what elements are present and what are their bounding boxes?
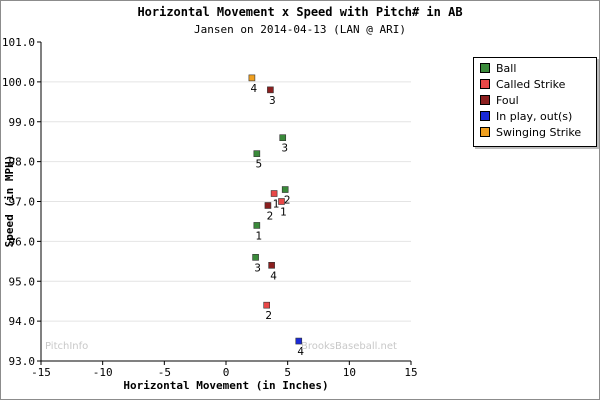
y-axis-label: Speed (in MPH) bbox=[3, 154, 16, 248]
chart-title: Horizontal Movement x Speed with Pitch# … bbox=[137, 5, 463, 19]
y-tick-label: 96.0 bbox=[9, 235, 36, 248]
y-tick-label: 98.0 bbox=[9, 156, 36, 169]
y-tick-label: 93.0 bbox=[9, 355, 36, 368]
data-point bbox=[278, 198, 285, 205]
watermark-left: PitchInfo bbox=[45, 341, 89, 352]
legend-item: Swinging Strike bbox=[480, 126, 581, 140]
y-tick-label: 99.0 bbox=[9, 116, 36, 129]
y-tick-label: 94.0 bbox=[9, 315, 36, 328]
x-tick-label: 15 bbox=[404, 366, 417, 379]
x-tick-label: -15 bbox=[31, 366, 51, 379]
watermark-right: BrooksBaseball.net bbox=[301, 341, 397, 352]
legend-swatch bbox=[480, 127, 490, 137]
legend-label: Ball bbox=[496, 62, 517, 75]
y-tick-label: 101.0 bbox=[2, 36, 35, 49]
chart-subtitle: Jansen on 2014-04-13 (LAN @ ARI) bbox=[194, 23, 406, 36]
x-tick-label: -10 bbox=[93, 366, 113, 379]
legend-swatch bbox=[480, 79, 490, 89]
legend-swatch bbox=[480, 111, 490, 121]
y-tick-label: 95.0 bbox=[9, 275, 36, 288]
pitch-number-label: 2 bbox=[267, 210, 274, 222]
x-tick-label: 0 bbox=[223, 366, 230, 379]
x-tick-label: 5 bbox=[284, 366, 291, 379]
y-tick-label: 97.0 bbox=[9, 196, 36, 209]
legend-item: In play, out(s) bbox=[480, 110, 572, 124]
x-tick-label: 10 bbox=[343, 366, 356, 379]
pitch-number-label: 4 bbox=[270, 270, 277, 282]
legend: Ball Called Strike Foul In play, out(s) Swin… bbox=[473, 57, 597, 147]
legend-swatch bbox=[480, 63, 490, 73]
data-point bbox=[295, 337, 303, 345]
data-point bbox=[270, 190, 278, 197]
data-point bbox=[279, 134, 287, 141]
data-point bbox=[253, 222, 261, 229]
data-point bbox=[268, 261, 275, 269]
pitch-number-label: 3 bbox=[254, 262, 261, 274]
data-point bbox=[264, 202, 272, 209]
data-point bbox=[267, 86, 274, 94]
legend-label: Swinging Strike bbox=[496, 126, 582, 139]
legend-label: Called Strike bbox=[496, 78, 566, 91]
data-point bbox=[252, 254, 259, 261]
data-point bbox=[263, 301, 271, 309]
data-point bbox=[281, 186, 289, 193]
legend-item: Ball bbox=[480, 62, 516, 76]
pitch-number-label: 4 bbox=[251, 83, 258, 95]
pitch-number-label: 2 bbox=[265, 310, 272, 322]
x-tick-label: -5 bbox=[158, 366, 171, 379]
pitch-number-label: 1 bbox=[280, 207, 287, 219]
pitch-number-label: 2 bbox=[284, 195, 291, 207]
data-point bbox=[253, 150, 261, 157]
x-axis-label: Horizontal Movement (in Inches) bbox=[123, 379, 329, 392]
pitch-number-label: 1 bbox=[273, 199, 280, 211]
pitch-number-label: 3 bbox=[281, 143, 288, 155]
legend-item: Foul bbox=[480, 94, 519, 108]
legend-item: Called Strike bbox=[480, 78, 565, 92]
pitch-number-label: 1 bbox=[255, 230, 262, 242]
data-point bbox=[248, 74, 256, 82]
pitch-number-label: 4 bbox=[297, 346, 304, 358]
pitch-number-label: 5 bbox=[255, 159, 262, 171]
legend-label: Foul bbox=[496, 94, 519, 107]
legend-label: In play, out(s) bbox=[496, 110, 573, 123]
pitch-number-label: 3 bbox=[269, 95, 276, 107]
y-tick-label: 100.0 bbox=[2, 76, 35, 89]
legend-swatch bbox=[480, 95, 490, 105]
